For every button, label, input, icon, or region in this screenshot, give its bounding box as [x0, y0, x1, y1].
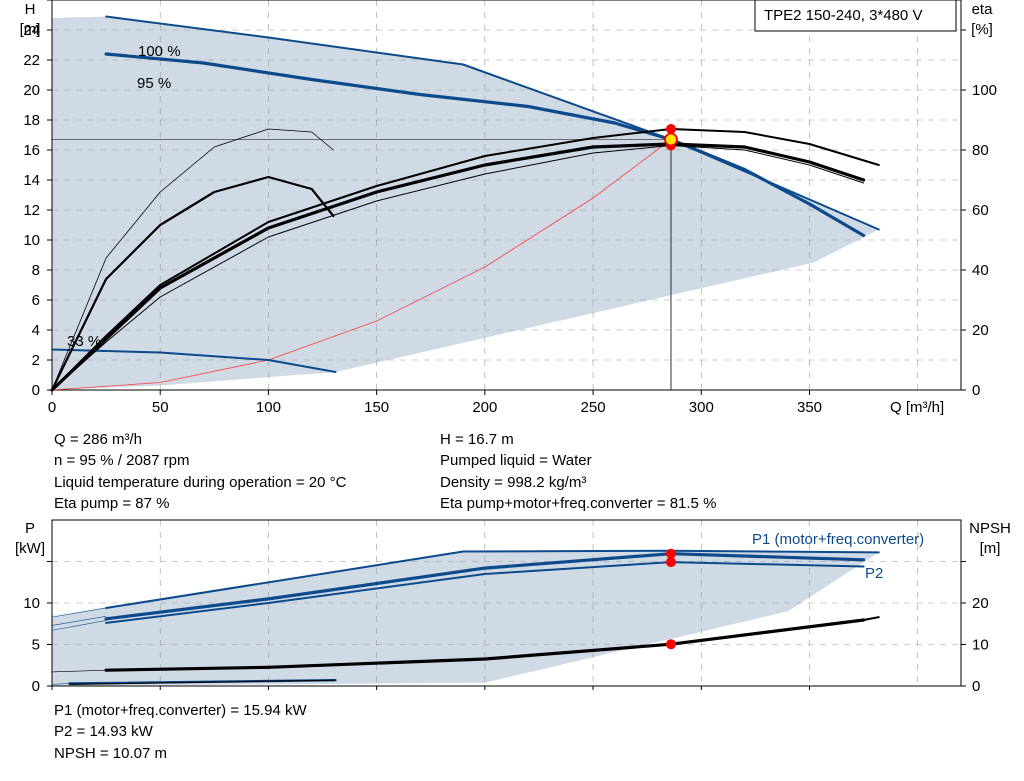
y-left-tick-label: 2 — [32, 352, 40, 369]
y-right-tick-label: 0 — [972, 678, 980, 695]
y-left-tick-label: 12 — [23, 202, 40, 219]
y-left-tick-label: 8 — [32, 262, 40, 279]
x-tick-label: 0 — [48, 399, 56, 416]
y-right-axis-unit: [%] — [971, 21, 993, 38]
x-tick-label: 200 — [472, 399, 497, 416]
x-tick-label: 250 — [581, 399, 606, 416]
power-npsh-chart: 0 5 10 0 10 20 P [kW] NPSH [m] P1 (motor+freq.conv… — [15, 519, 1011, 695]
duty-point-marker — [664, 132, 678, 147]
y-right-tick-label: 40 — [972, 262, 989, 279]
p1-readout: P1 (motor+freq.converter) = 15.94 kW — [54, 702, 307, 719]
curve-p2-95 — [105, 561, 865, 624]
curve-low-flow-extension — [51, 683, 70, 685]
y-left-tick-label: 0 — [32, 382, 40, 399]
duty-point-npsh-marker — [665, 639, 676, 650]
duty-point-p2-marker — [665, 557, 676, 568]
y-right-tick-label: 60 — [972, 202, 989, 219]
y-left-tick-label: 10 — [23, 232, 40, 249]
y-left-axis-unit: P — [25, 520, 35, 537]
curve-system-curve — [51, 139, 672, 391]
y-right-axis-unit: NPSH — [969, 520, 1011, 537]
curve-eta-pump-95 — [50, 142, 866, 392]
speed-label-95: 95 % — [137, 75, 171, 92]
curve-head-33 — [51, 348, 337, 373]
y-right-axis-unit: eta — [972, 1, 994, 18]
title-box — [754, 0, 957, 32]
eta-pump-readout: Eta pump = 87 % — [54, 494, 170, 512]
temperature-readout: Liquid temperature during operation = 20… — [54, 473, 347, 491]
y-left-axis-unit: [kW] — [15, 540, 45, 557]
p1-curve-label: P1 (motor+freq.converter) — [752, 531, 924, 548]
liquid-readout: Pumped liquid = Water — [440, 452, 592, 470]
y-right-tick-label: 0 — [972, 382, 980, 399]
curve-p1-95 — [104, 552, 866, 621]
y-right-tick-label: 100 — [972, 82, 997, 99]
speed-label-100: 100 % — [138, 43, 181, 60]
chart-title: TPE2 150-240, 3*480 V — [764, 7, 922, 24]
curve-p-33-outline — [69, 679, 336, 685]
y-left-tick-label: 18 — [23, 112, 40, 129]
curve-eta-33-total — [51, 128, 334, 391]
y-right-tick-label: 10 — [972, 637, 989, 654]
curve-low-flow-extension — [51, 620, 107, 631]
y-left-tick-label: 4 — [32, 322, 40, 339]
p2-readout: P2 = 14.93 kW — [54, 723, 153, 741]
curve-p1-100 — [105, 549, 880, 609]
x-axis-label: Q [m³/h] — [890, 399, 944, 416]
flow-readout: Q = 286 m³/h — [54, 431, 142, 448]
duty-point-eta-pump-marker — [665, 124, 676, 134]
speed-readout: n = 95 % / 2087 rpm — [54, 452, 190, 470]
curve-head-95 — [104, 52, 866, 238]
y-right-axis-unit: [m] — [980, 540, 1001, 557]
y-left-tick-label: 16 — [23, 142, 40, 159]
x-tick-label: 50 — [152, 399, 169, 416]
y-right-tick-label: 20 — [972, 322, 989, 339]
y-left-tick-label: 6 — [32, 292, 40, 309]
plot-frame — [51, 0, 962, 391]
eta-total-readout: Eta pump+motor+freq.converter = 81.5 % — [440, 494, 717, 512]
y-left-tick-label: 24 — [23, 22, 40, 39]
duty-point-p1-marker — [665, 548, 676, 559]
readout-bottom: P1 (motor+freq.converter) = 15.94 kW P2 … — [54, 700, 307, 764]
density-readout: Density = 998.2 kg/m³ — [440, 473, 587, 491]
curve-npsh-95 — [104, 618, 866, 672]
y-left-tick-label: 5 — [32, 637, 40, 654]
y-left-axis-unit: [m] — [20, 21, 41, 38]
curve-eta-total-95 — [51, 145, 865, 391]
curve-eta-pump-100 — [51, 128, 880, 391]
y-right-tick-label: 20 — [972, 595, 989, 612]
readout-right: H = 16.7 m Pumped liquid = Water Density… — [440, 429, 716, 514]
curve-npsh-100 — [862, 616, 880, 621]
y-left-tick-label: 22 — [23, 52, 40, 69]
y-left-tick-label: 10 — [23, 595, 40, 612]
y-left-axis-unit: H — [25, 1, 36, 18]
curve-low-flow-extension — [51, 669, 107, 673]
speed-label-33: 33 % — [67, 333, 101, 350]
y-left-tick-label: 20 — [23, 82, 40, 99]
x-tick-label: 350 — [797, 399, 822, 416]
curve-low-flow-extension — [51, 607, 107, 618]
x-tick-label: 150 — [364, 399, 389, 416]
curve-head-100 — [105, 15, 880, 231]
operating-range-area — [52, 16, 879, 390]
npsh-readout: NPSH = 10.07 m — [54, 744, 167, 762]
curve-low-flow-extension — [51, 615, 107, 626]
p2-curve-label: P2 — [865, 565, 883, 582]
x-tick-label: 300 — [689, 399, 714, 416]
readout-left: Q = 286 m³/h n = 95 % / 2087 rpm Liquid … — [54, 429, 346, 514]
curve-eta-33-pump — [50, 175, 335, 392]
x-tick-label: 100 — [256, 399, 281, 416]
y-left-tick-label: 0 — [32, 678, 40, 695]
y-left-tick-label: 14 — [23, 172, 40, 189]
y-right-tick-label: 80 — [972, 142, 989, 159]
head-readout: H = 16.7 m — [440, 431, 514, 448]
